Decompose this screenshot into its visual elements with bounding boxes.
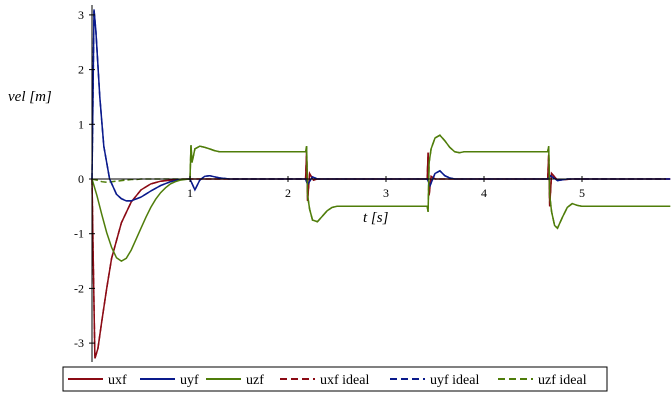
series-layer (91, 9, 671, 359)
x-tick-label: 5 (579, 186, 585, 200)
legend-label: uyf ideal (430, 373, 479, 388)
y-tick-label: 3 (78, 8, 84, 22)
x-tick-label: 4 (481, 186, 487, 200)
x-ticks: 1 2 3 4 5 (187, 176, 585, 200)
y-tick-label: -1 (74, 227, 84, 241)
legend-label: uzf (246, 373, 264, 388)
legend-items: uxf uyf uzf uxf ideal uyf ideal uzf ideal (68, 373, 587, 388)
legend-label: uxf ideal (320, 373, 369, 388)
x-tick-label: 1 (187, 186, 193, 200)
y-tick-label: 2 (78, 63, 84, 77)
legend-label: uzf ideal (538, 373, 587, 388)
series-line-uyf (91, 9, 671, 202)
x-tick-label: 2 (285, 186, 291, 200)
y-tick-label: 1 (78, 117, 84, 131)
y-tick-label: 0 (78, 172, 84, 186)
legend: uxf uyf uzf uxf ideal uyf ideal uzf ideal (62, 366, 608, 392)
x-axis-title: t [s] (363, 210, 389, 226)
y-ticks: -3 -2 -1 0 1 2 3 (74, 8, 95, 350)
y-tick-label: -2 (74, 281, 84, 295)
series-line-uyf-ideal (91, 9, 671, 202)
series-line-uxf-ideal (91, 151, 671, 359)
series-line-uxf (91, 151, 671, 359)
y-tick-label: -3 (74, 336, 84, 350)
x-tick-label: 3 (383, 186, 389, 200)
y-axis-title: vel [m] (8, 89, 52, 105)
legend-label: uxf (108, 373, 127, 388)
axes-layer: 1 2 3 4 5 -3 -2 -1 0 1 2 3 (74, 5, 666, 362)
series-line-uzf (91, 134, 671, 262)
legend-label: uyf (180, 373, 199, 388)
